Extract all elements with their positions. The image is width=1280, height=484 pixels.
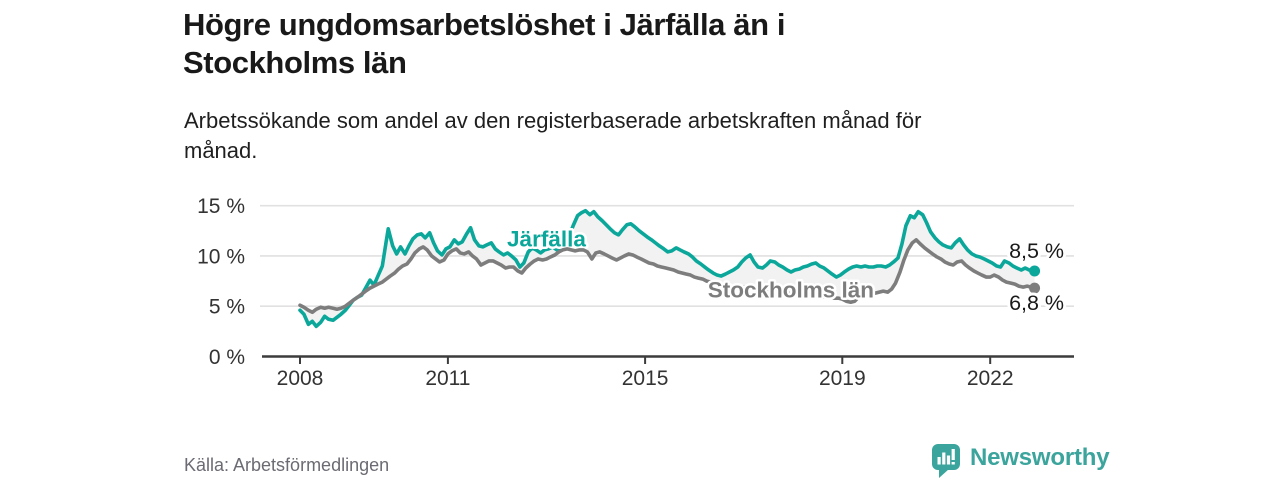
x-tick-label: 2015 [622,367,669,390]
newsworthy-icon [931,443,961,479]
x-tick-label: 2011 [425,367,470,390]
series-line-jarfalla [298,208,1037,329]
x-tick-label: 2022 [967,367,1014,390]
series-end-dot-jarfalla [1029,265,1041,277]
chart-title: Högre ungdomsarbetslöshet i Järfälla än … [183,7,786,80]
series-label-stockholms-lan: Stockholms län [708,277,874,302]
end-value-label-jarfalla: 8,5 % [1009,239,1064,263]
y-tick-label: 10 % [197,245,245,268]
y-tick-label: 0 % [209,346,245,369]
y-tick-label: 5 % [209,296,245,319]
series-end-dot-stockholms-lan [1029,282,1041,294]
newsworthy-wordmark: Newsworthy [970,444,1110,471]
newsworthy-logo[interactable]: Newsworthy [931,443,1110,479]
x-tick-label: 2019 [819,367,866,390]
series-band-fill [300,210,1035,327]
series-label-jarfalla: Järfälla [507,227,586,252]
chart-subtitle: Arbetssökande som andel av den registerb… [184,108,922,163]
source-attribution: Källa: Arbetsförmedlingen [184,455,390,475]
end-value-label-stockholms-lan: 6,8 % [1009,291,1064,315]
y-tick-label: 15 % [197,195,245,218]
series-line-stockholms-lan [298,238,1037,315]
x-tick-label: 2008 [277,367,324,390]
